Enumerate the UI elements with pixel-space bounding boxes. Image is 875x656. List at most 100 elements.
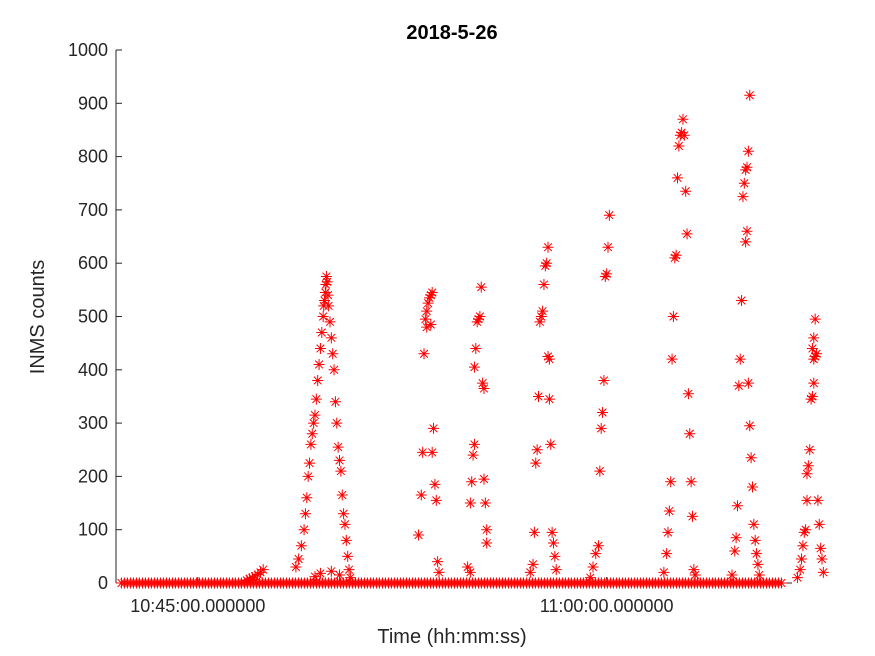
data-point: [478, 473, 490, 485]
data-point: [740, 164, 752, 176]
data-point: [306, 428, 318, 440]
data-point: [314, 567, 326, 579]
data-point: [688, 564, 700, 576]
data-point: [302, 470, 314, 482]
data-point: [468, 361, 480, 373]
data-point: [301, 492, 313, 504]
data-point: [535, 311, 547, 322]
data-point: [809, 350, 821, 362]
data-point: [804, 444, 816, 456]
chart-title: 2018-5-26: [406, 22, 497, 44]
data-point: [471, 316, 483, 328]
data-point: [312, 374, 324, 386]
x-axis-title: Time (hh:mm:ss): [377, 626, 526, 648]
data-point: [813, 518, 825, 530]
data-point: [592, 540, 604, 552]
data-point: [598, 374, 610, 386]
data-point: [801, 468, 813, 480]
data-point: [543, 353, 555, 365]
data-point: [474, 311, 486, 322]
data-point: [290, 561, 302, 573]
data-point: [339, 518, 351, 530]
data-point: [546, 526, 558, 538]
data-point: [681, 228, 693, 240]
data-point: [729, 545, 741, 557]
data-point: [666, 353, 678, 365]
data-point: [531, 444, 543, 456]
data-point: [742, 377, 754, 389]
data-point: [550, 564, 562, 576]
data-point: [584, 572, 596, 584]
y-tick-label: 600: [78, 253, 108, 273]
data-point: [667, 311, 679, 322]
data-point: [753, 569, 765, 581]
data-point: [426, 287, 438, 299]
data-point: [663, 505, 675, 517]
data-point: [249, 570, 261, 582]
data-point: [425, 289, 437, 301]
data-point: [816, 553, 828, 565]
data-point: [670, 249, 682, 261]
data-point: [595, 422, 607, 434]
data-point: [808, 353, 820, 365]
data-point: [677, 113, 689, 125]
data-point: [542, 350, 554, 362]
data-point: [601, 268, 613, 280]
data-point: [658, 566, 670, 578]
data-point: [741, 161, 753, 173]
data-point: [730, 532, 742, 544]
data-point: [736, 295, 748, 307]
data-point: [669, 252, 681, 264]
data-point: [802, 460, 814, 472]
data-point: [528, 526, 540, 538]
data-point: [537, 305, 549, 317]
data-point: [547, 537, 559, 549]
data-point: [534, 316, 546, 328]
x-tick-label: 10:45:00.000000: [130, 596, 265, 616]
data-point: [338, 508, 350, 520]
data-point: [331, 417, 343, 429]
data-point: [524, 566, 536, 578]
data-point: [429, 478, 441, 490]
data-point: [475, 281, 487, 293]
data-point: [481, 537, 493, 549]
data-point: [462, 561, 474, 573]
data-points: [241, 89, 829, 586]
data-point: [344, 572, 356, 584]
data-point: [423, 292, 435, 304]
y-tick-label: 400: [78, 360, 108, 380]
data-point: [734, 353, 746, 365]
data-point: [430, 494, 442, 506]
data-point: [327, 348, 339, 360]
data-point: [733, 380, 745, 392]
data-point: [545, 438, 557, 450]
data-point: [543, 393, 555, 405]
data-point: [464, 566, 476, 578]
data-point: [744, 89, 756, 101]
data-point: [809, 313, 821, 325]
data-point: [800, 524, 812, 536]
data-point: [464, 497, 476, 509]
data-point: [479, 497, 491, 509]
y-tick-label: 200: [78, 466, 108, 486]
data-point: [319, 295, 331, 307]
data-point: [748, 518, 760, 530]
data-point: [815, 542, 827, 554]
data-point: [241, 574, 253, 586]
data-point: [539, 260, 551, 272]
data-point: [309, 409, 321, 421]
data-point: [661, 548, 673, 560]
data-point: [342, 550, 354, 562]
data-point: [324, 316, 336, 328]
data-point: [432, 556, 444, 568]
data-point: [334, 569, 346, 581]
y-tick-label: 300: [78, 413, 108, 433]
y-tick-label: 1000: [68, 40, 108, 60]
data-point: [798, 526, 810, 538]
data-point: [295, 540, 307, 552]
data-point: [325, 565, 337, 577]
data-point: [310, 393, 322, 405]
data-point: [684, 428, 696, 440]
